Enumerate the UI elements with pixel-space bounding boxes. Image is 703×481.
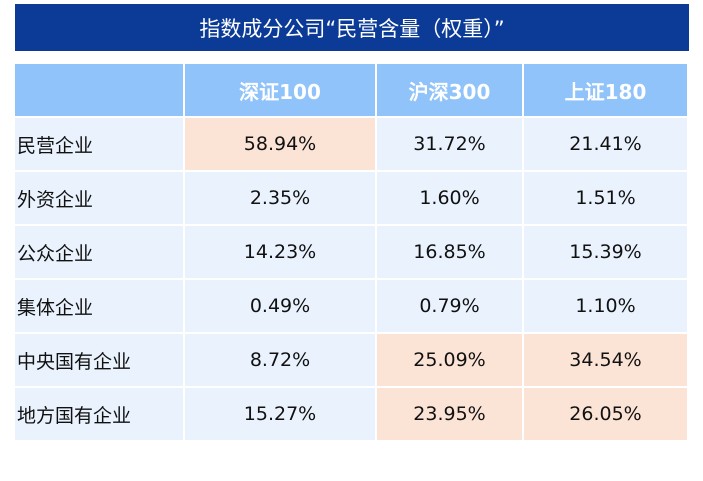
header-row: 深证100 沪深300 上证180	[15, 64, 687, 116]
table-cell: 34.54%	[524, 334, 687, 386]
row-label: 集体企业	[15, 280, 183, 332]
table-cell: 58.94%	[185, 118, 375, 170]
table-row: 中央国有企业 8.72% 25.09% 34.54%	[15, 334, 687, 386]
table-cell: 1.10%	[524, 280, 687, 332]
table-cell: 26.05%	[524, 388, 687, 440]
table-row: 集体企业 0.49% 0.79% 1.10%	[15, 280, 687, 332]
table-cell: 31.72%	[377, 118, 522, 170]
table-row: 地方国有企业 15.27% 23.95% 26.05%	[15, 388, 687, 440]
table-cell: 25.09%	[377, 334, 522, 386]
table-cell: 8.72%	[185, 334, 375, 386]
column-header: 沪深300	[377, 64, 522, 116]
table-cell: 23.95%	[377, 388, 522, 440]
table-cell: 2.35%	[185, 172, 375, 224]
table-row: 民营企业 58.94% 31.72% 21.41%	[15, 118, 687, 170]
table-title: 指数成分公司“民营含量（权重）”	[15, 4, 689, 51]
data-table: 深证100 沪深300 上证180 民营企业 58.94% 31.72% 21.41%…	[13, 62, 689, 442]
table-cell: 16.85%	[377, 226, 522, 278]
table-cell: 0.79%	[377, 280, 522, 332]
row-label: 民营企业	[15, 118, 183, 170]
row-label: 外资企业	[15, 172, 183, 224]
table-row: 公众企业 14.23% 16.85% 15.39%	[15, 226, 687, 278]
table-cell: 0.49%	[185, 280, 375, 332]
table-cell: 15.27%	[185, 388, 375, 440]
row-label: 地方国有企业	[15, 388, 183, 440]
header-corner	[15, 64, 183, 116]
table-cell: 1.51%	[524, 172, 687, 224]
table-row: 外资企业 2.35% 1.60% 1.51%	[15, 172, 687, 224]
row-label: 公众企业	[15, 226, 183, 278]
column-header: 深证100	[185, 64, 375, 116]
table-cell: 15.39%	[524, 226, 687, 278]
row-label: 中央国有企业	[15, 334, 183, 386]
column-header: 上证180	[524, 64, 687, 116]
table-cell: 1.60%	[377, 172, 522, 224]
table-cell: 21.41%	[524, 118, 687, 170]
table-cell: 14.23%	[185, 226, 375, 278]
